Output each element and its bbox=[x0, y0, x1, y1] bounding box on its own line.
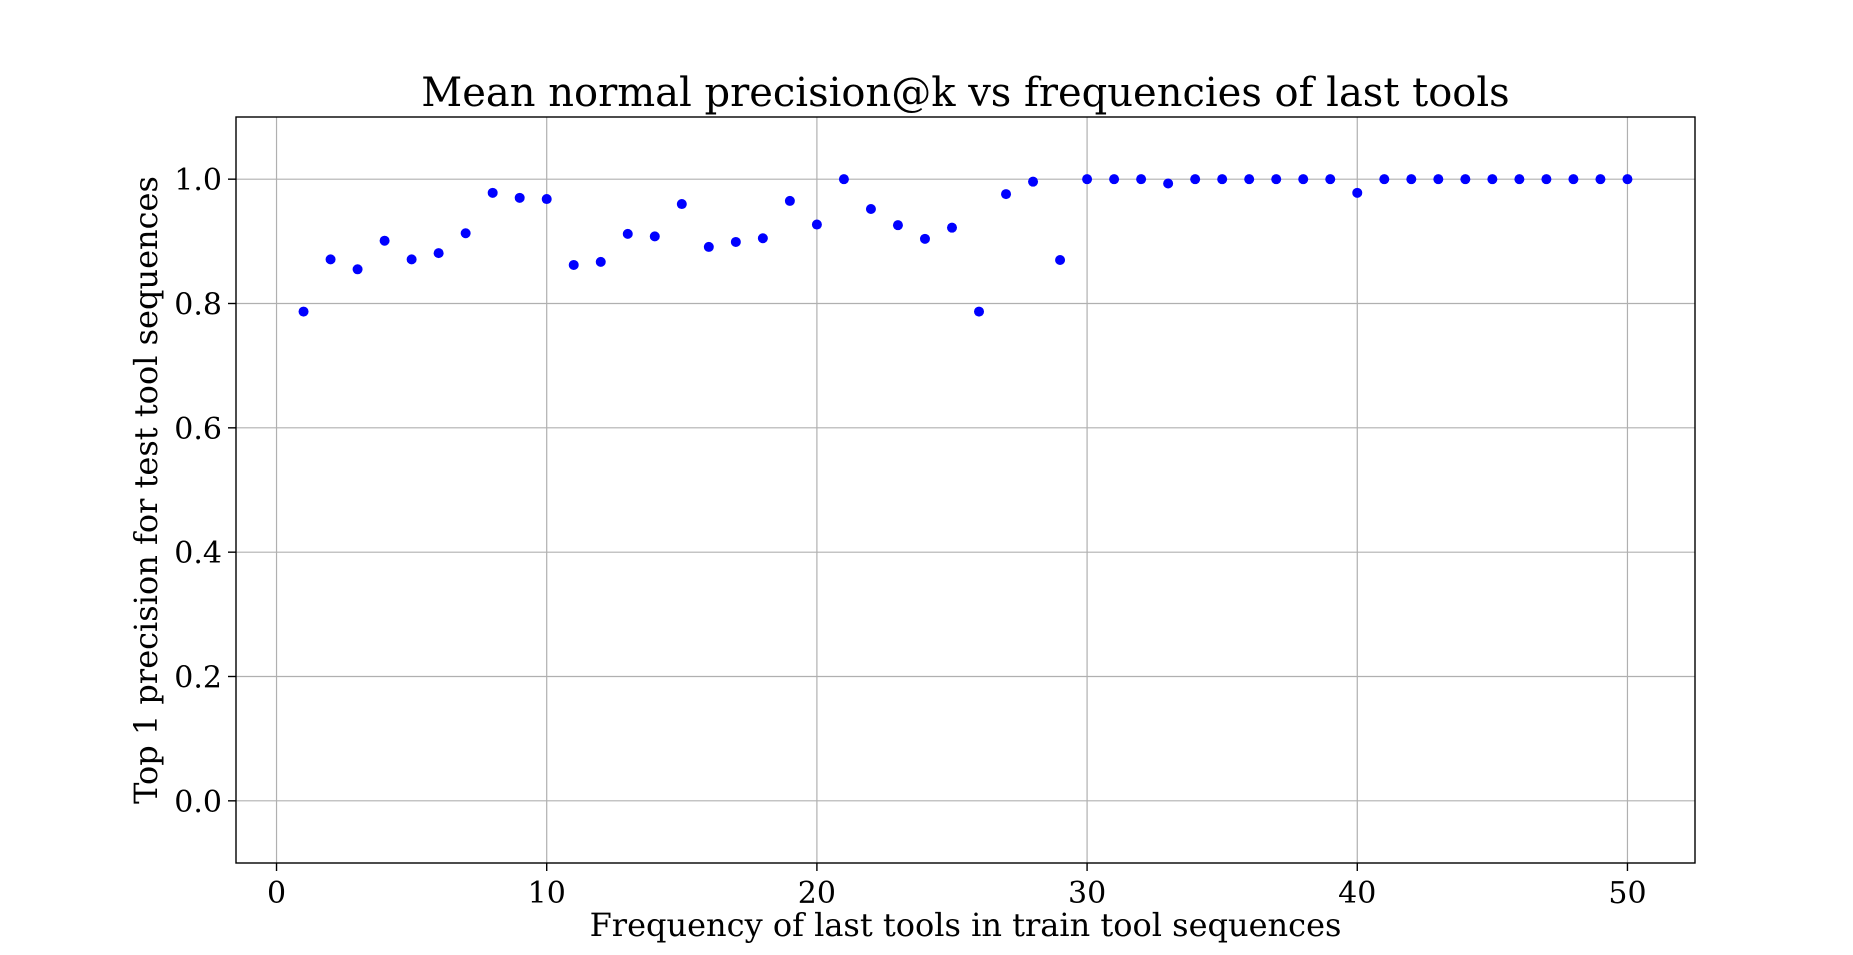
data-point bbox=[1406, 174, 1417, 185]
data-point bbox=[1460, 174, 1471, 185]
data-point bbox=[1433, 174, 1444, 185]
data-point bbox=[352, 264, 363, 275]
data-point bbox=[974, 306, 985, 317]
y-tick-label: 1.0 bbox=[174, 163, 222, 198]
data-point bbox=[1487, 174, 1498, 185]
data-point bbox=[595, 256, 606, 267]
data-point bbox=[784, 195, 795, 206]
data-point bbox=[1217, 174, 1228, 185]
data-point bbox=[730, 236, 741, 247]
data-point bbox=[1541, 174, 1552, 185]
data-point bbox=[1082, 174, 1093, 185]
data-point bbox=[406, 254, 417, 265]
chart-title: Mean normal precision@k vs frequencies o… bbox=[421, 70, 1509, 116]
data-point bbox=[541, 194, 552, 205]
data-point bbox=[1109, 174, 1120, 185]
axis-ticks: 0 10 20 30 40 50 0.0 0.2 0.4 0.6 0.8 1.0 bbox=[174, 163, 1646, 911]
data-point bbox=[568, 259, 579, 270]
data-point bbox=[1001, 189, 1012, 200]
data-point bbox=[1622, 174, 1633, 185]
x-axis-label: Frequency of last tools in train tool se… bbox=[590, 906, 1342, 944]
data-point bbox=[838, 174, 849, 185]
data-point bbox=[676, 199, 687, 210]
data-point bbox=[1595, 174, 1606, 185]
y-tick-label: 0.6 bbox=[174, 412, 222, 447]
data-point bbox=[298, 306, 309, 317]
data-point bbox=[1568, 174, 1579, 185]
data-point bbox=[1325, 174, 1336, 185]
x-tick-label: 30 bbox=[1068, 876, 1106, 911]
y-tick-label: 0.2 bbox=[174, 661, 222, 696]
data-point bbox=[1136, 174, 1147, 185]
x-tick-label: 50 bbox=[1608, 876, 1646, 911]
data-point bbox=[1514, 174, 1525, 185]
data-point bbox=[865, 204, 876, 215]
data-point bbox=[703, 241, 714, 252]
data-point bbox=[1244, 174, 1255, 185]
data-point bbox=[919, 233, 930, 244]
y-axis-label: Top 1 precision for test tool sequences bbox=[127, 176, 165, 804]
data-point bbox=[460, 228, 471, 239]
data-point bbox=[1271, 174, 1282, 185]
data-point bbox=[757, 233, 768, 244]
data-point bbox=[1028, 176, 1039, 187]
x-tick-label: 20 bbox=[798, 876, 836, 911]
x-tick-label: 40 bbox=[1338, 876, 1376, 911]
data-point bbox=[1163, 178, 1174, 189]
data-point bbox=[946, 222, 957, 233]
data-point bbox=[649, 231, 660, 242]
data-point bbox=[379, 235, 390, 246]
data-point bbox=[892, 220, 903, 231]
data-point bbox=[433, 248, 444, 259]
x-tick-label: 0 bbox=[267, 876, 286, 911]
y-tick-label: 0.0 bbox=[174, 785, 222, 820]
x-tick-label: 10 bbox=[528, 876, 566, 911]
data-point bbox=[1055, 254, 1066, 265]
data-point bbox=[1190, 174, 1201, 185]
data-point bbox=[1379, 174, 1390, 185]
plot-frame bbox=[235, 116, 1696, 864]
data-point bbox=[487, 187, 498, 198]
data-point bbox=[1352, 187, 1363, 198]
data-point bbox=[1298, 174, 1309, 185]
grid-lines bbox=[236, 117, 1695, 863]
data-point bbox=[811, 219, 822, 230]
y-tick-label: 0.8 bbox=[174, 288, 222, 323]
data-point bbox=[325, 254, 336, 265]
y-tick-label: 0.4 bbox=[174, 536, 222, 571]
data-points bbox=[298, 174, 1633, 317]
data-point bbox=[622, 228, 633, 239]
data-point bbox=[514, 192, 525, 203]
